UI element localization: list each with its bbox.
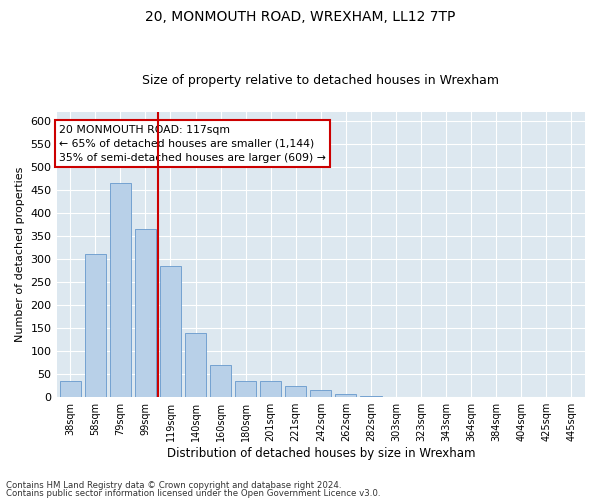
Title: Size of property relative to detached houses in Wrexham: Size of property relative to detached ho… (142, 74, 499, 87)
Bar (285, 386, 307, 397)
Bar (360, 396, 382, 397)
Bar (185, 333, 206, 397)
Y-axis label: Number of detached properties: Number of detached properties (15, 167, 25, 342)
Text: Contains HM Land Registry data © Crown copyright and database right 2024.: Contains HM Land Registry data © Crown c… (6, 481, 341, 490)
Text: 20, MONMOUTH ROAD, WREXHAM, LL12 7TP: 20, MONMOUTH ROAD, WREXHAM, LL12 7TP (145, 10, 455, 24)
Bar (135, 229, 156, 397)
Bar (160, 266, 181, 397)
Bar (110, 183, 131, 397)
Text: Contains public sector information licensed under the Open Government Licence v3: Contains public sector information licen… (6, 488, 380, 498)
Bar (310, 390, 331, 397)
Text: 20 MONMOUTH ROAD: 117sqm
← 65% of detached houses are smaller (1,144)
35% of sem: 20 MONMOUTH ROAD: 117sqm ← 65% of detach… (59, 124, 326, 162)
Bar (235, 381, 256, 397)
X-axis label: Distribution of detached houses by size in Wrexham: Distribution of detached houses by size … (167, 447, 475, 460)
Bar (335, 394, 356, 397)
Bar (260, 381, 281, 397)
Bar (85, 254, 106, 397)
Bar (210, 365, 231, 397)
Bar (59, 381, 81, 397)
